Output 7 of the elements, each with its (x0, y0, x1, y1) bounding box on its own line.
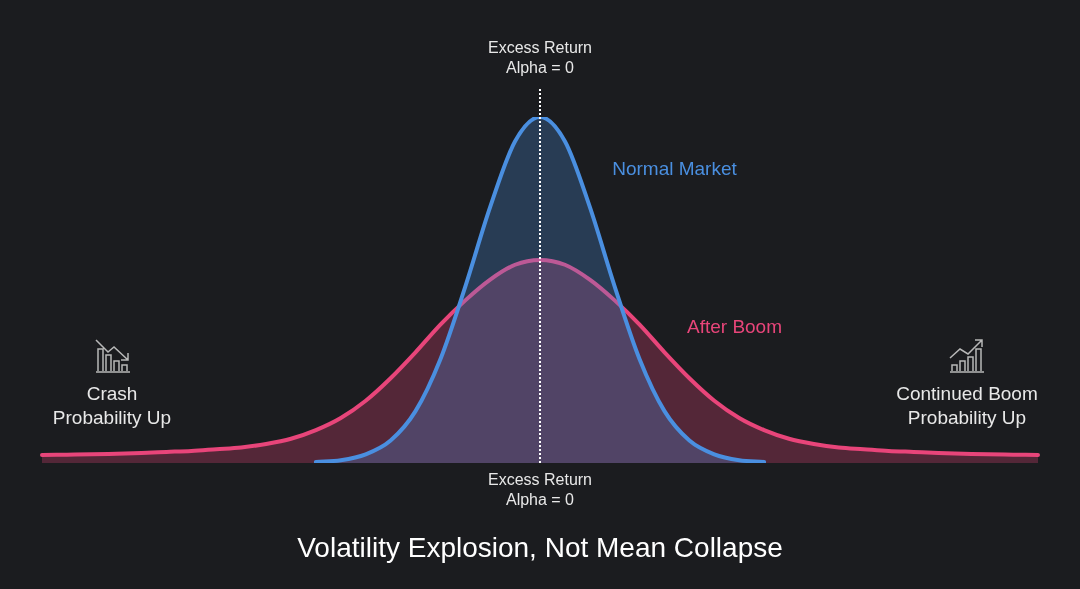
text: Excess Return Alpha = 0 (487, 470, 593, 510)
series-label: After Boom (686, 314, 783, 339)
annotation: Continued Boom Probability Up (896, 382, 1038, 430)
annotation: Crash Probability Up (52, 382, 172, 430)
text: Volatility Explosion, Not Mean Collapse (297, 531, 783, 565)
text: Excess Return Alpha = 0 (487, 38, 593, 78)
series-label: Normal Market (612, 157, 737, 181)
